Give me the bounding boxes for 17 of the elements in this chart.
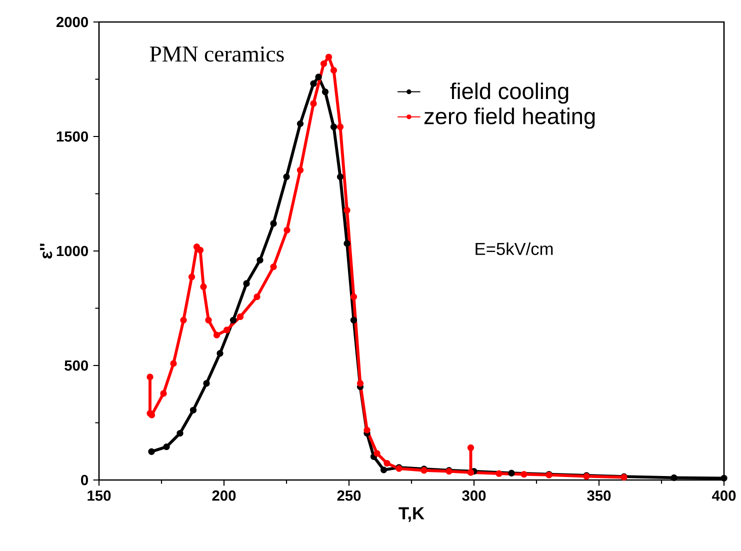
legend-label: zero field heating <box>424 108 595 129</box>
y-tick-label: 2000 <box>56 16 88 28</box>
x-axis-title: T,K <box>398 507 424 522</box>
y-tick-label: 1500 <box>56 131 88 142</box>
y-tick-label: 500 <box>64 360 88 371</box>
x-tick-label: 300 <box>462 490 486 501</box>
x-tick-label: 350 <box>587 490 611 501</box>
y-tick-label: 0 <box>81 474 88 486</box>
legend-label: field cooling <box>450 82 568 104</box>
x-tick-label: 200 <box>212 490 236 501</box>
annotation: E=5kV/cm <box>476 242 553 256</box>
annotation: PMN ceramics <box>150 46 284 62</box>
x-tick-label: 150 <box>88 490 111 501</box>
y-tick-label: 1000 <box>56 246 88 256</box>
x-tick-label: 400 <box>712 490 736 501</box>
y-axis-title: ε'' <box>40 244 52 259</box>
x-tick-label: 250 <box>337 490 361 501</box>
